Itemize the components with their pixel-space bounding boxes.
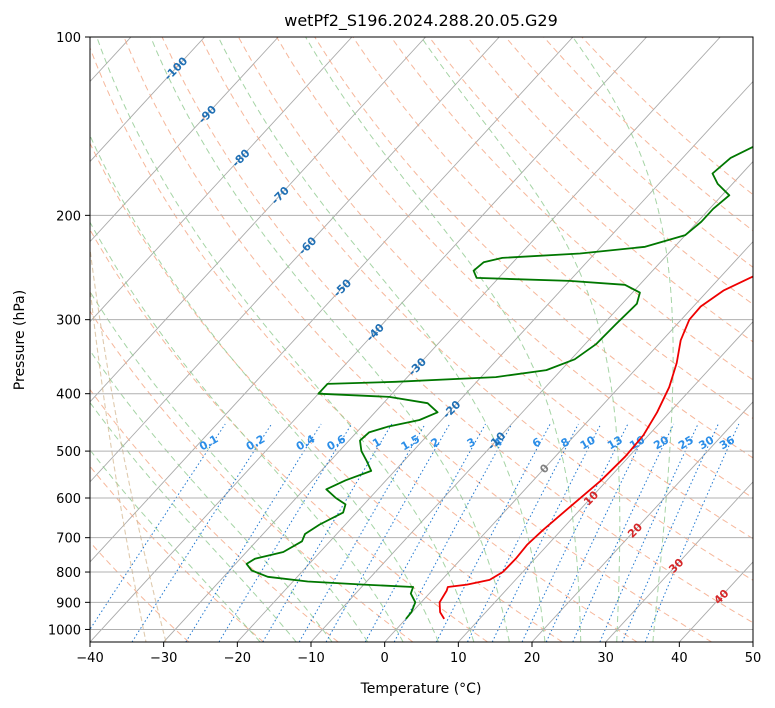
y-axis-title: Pressure (hPa): [12, 290, 28, 390]
moist-adiabat-line: [150, 37, 510, 642]
chart-title: wetPf2_S196.2024.288.20.05.G29: [284, 11, 558, 31]
x-tick-label: −10: [297, 651, 324, 666]
mixing-ratio-line: [325, 423, 451, 642]
y-tick-label: 700: [56, 532, 81, 547]
plot-frame: [89, 36, 754, 643]
mixing-ratio-line: [364, 423, 486, 642]
x-tick-label: −20: [224, 651, 251, 666]
moist-adiabat-line: [90, 401, 297, 642]
dry-adiabat-line: [199, 37, 753, 581]
y-tick-label: 1000: [48, 623, 81, 638]
x-tick-label: 40: [671, 651, 688, 666]
mixing-ratio-line: [644, 423, 740, 642]
dry-adiabat-line: [390, 37, 753, 381]
y-tick-label: 500: [56, 445, 81, 460]
dry-adiabat-line: [90, 465, 264, 642]
dry-adiabat-line: [237, 37, 753, 540]
x-tick-label: 0: [381, 651, 389, 666]
moist-adiabat-line: [90, 134, 439, 642]
dry-adiabat-line: [90, 46, 638, 642]
profile-series-line: [438, 275, 753, 620]
horizontal-grid: [90, 37, 753, 630]
x-tick-label: 20: [524, 651, 541, 666]
isotherm-line: [384, 240, 753, 642]
isotherm-line: [90, 37, 574, 563]
tan-reference-curve: [90, 283, 147, 642]
dry-adiabat-line: [428, 37, 753, 343]
mixing-ratio-line: [572, 423, 675, 642]
x-tick-label: 10: [450, 651, 467, 666]
dry-adiabat-line: [90, 142, 563, 642]
isotherm-line: [90, 37, 279, 243]
axes: −40 −30 −20 −10 0 10 20 30 40 50 100 200 300 400 500 60…: [48, 31, 761, 666]
isotherm-line: [531, 401, 753, 642]
profile-series-line: [245, 145, 753, 620]
y-tick-label: 200: [56, 209, 81, 224]
mixing-ratio-line: [491, 423, 602, 642]
isotherm-line: [90, 37, 426, 403]
y-tick-label: 100: [56, 31, 81, 46]
mixing-ratio-line: [545, 423, 651, 642]
moist-adiabat-line: [96, 37, 475, 642]
dry-adiabat-line: [90, 541, 190, 642]
dry-adiabat-line: [276, 37, 753, 499]
mixing-ratio-line: [131, 423, 273, 642]
moist-adiabat-line: [572, 37, 674, 642]
isotherm-line: [90, 37, 353, 323]
y-tick-label: 400: [56, 388, 81, 403]
isotherm-line: [163, 37, 721, 642]
dry-adiabat-line: [314, 37, 753, 459]
mixing-ratio-line: [521, 423, 629, 642]
x-tick-label: −30: [150, 651, 177, 666]
moist-adiabat-line: [217, 37, 546, 642]
background-lines: [90, 37, 753, 642]
x-tick-label: 50: [745, 651, 762, 666]
y-tick-label: 600: [56, 492, 81, 507]
moist-adiabat-line: [90, 349, 333, 642]
mixing-ratio-line: [621, 423, 719, 642]
y-tick-label: 800: [56, 566, 81, 581]
mixing-ratio-line: [467, 423, 579, 642]
isotherm-line: [237, 80, 753, 642]
isotherm-line: [90, 37, 647, 642]
y-tick-label: 300: [56, 314, 81, 329]
x-tick-label: −40: [76, 651, 103, 666]
dry-adiabat-line: [161, 37, 753, 624]
plot-background: [90, 37, 753, 642]
isotherm-line: [605, 481, 753, 642]
profile-series: [245, 145, 753, 620]
isotherm-line: [90, 37, 205, 163]
moist-adiabat-line: [90, 290, 369, 642]
moist-adiabat-line: [90, 221, 404, 642]
x-axis-title: Temperature (°C): [360, 681, 482, 697]
dry-adiabat-line: [90, 228, 488, 642]
tan-reference-curve: [90, 244, 167, 642]
isotherm-line: [90, 37, 500, 483]
isotherm-line: [458, 321, 753, 642]
mixing-ratio-line: [599, 423, 699, 642]
dry-adiabat-line: [123, 37, 712, 642]
x-tick-label: 30: [597, 651, 614, 666]
mixing-ratio-line: [435, 423, 551, 642]
y-tick-label: 900: [56, 596, 81, 611]
